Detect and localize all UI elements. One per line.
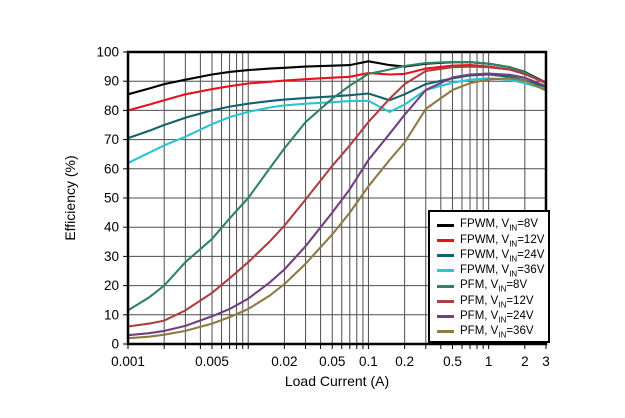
legend-item-pfm-vin-12v: PFM, VIN=12V <box>437 294 546 308</box>
x-tick-label: 3 <box>542 354 550 369</box>
legend-label: PFM, VIN=12V <box>460 294 534 309</box>
x-tick-label: 0.02 <box>271 354 297 369</box>
y-tick-label: 70 <box>104 132 119 147</box>
legend-item-fpwm-vin-12v: FPWM, VIN=12V <box>437 233 546 247</box>
y-tick-label: 50 <box>104 191 119 206</box>
legend-item-fpwm-vin-8v: FPWM, VIN=8V <box>437 218 546 232</box>
legend-item-fpwm-vin-36v: FPWM, VIN=36V <box>437 264 546 278</box>
series-line-pfm-vin-36v <box>126 77 548 340</box>
legend-label: PFM, VIN=36V <box>460 325 534 340</box>
y-tick-label: 20 <box>104 278 119 293</box>
series-line-pfm-vin-8v <box>126 60 548 312</box>
plot-frame <box>126 50 548 346</box>
x-tick-label: 0.1 <box>359 354 378 369</box>
legend-label: FPWM, VIN=12V <box>460 233 545 248</box>
legend-color-dash <box>437 238 454 242</box>
y-tick-label: 60 <box>104 161 119 176</box>
legend-label: FPWM, VIN=24V <box>460 248 545 264</box>
y-tick-label: 80 <box>104 103 119 118</box>
series-line-fpwm-vin-36v <box>126 77 548 165</box>
x-tick-label: 0.001 <box>111 354 145 369</box>
legend-color-dash <box>437 223 454 227</box>
legend-label: FPWM, VIN=36V <box>460 264 545 279</box>
legend-color-dash <box>437 284 454 288</box>
legend-color-dash <box>437 269 454 273</box>
x-tick-label: 0.2 <box>395 354 414 369</box>
legend-label: PFM, VIN=24V <box>460 309 534 325</box>
legend-color-dash <box>437 330 454 334</box>
legend-item-pfm-vin-36v: PFM, VIN=36V <box>437 325 546 339</box>
chart-legend: FPWM, VIN=8V FPWM, VIN=12V FPWM, VIN=24V FP… <box>428 210 550 343</box>
x-tick-label: 0.005 <box>195 354 229 369</box>
y-tick-label: 10 <box>104 307 119 322</box>
legend-item-fpwm-vin-24v: FPWM, VIN=24V <box>437 249 546 263</box>
y-tick-label: 40 <box>104 220 119 235</box>
legend-item-pfm-vin-8v: PFM, VIN=8V <box>437 279 546 293</box>
legend-color-dash <box>437 299 454 303</box>
y-tick-label: 100 <box>96 45 119 60</box>
x-tick-label: 2 <box>521 354 529 369</box>
x-tick-label: 1 <box>485 354 493 369</box>
x-axis-title: Load Current (A) <box>284 373 390 389</box>
legend-color-dash <box>437 254 454 258</box>
legend-label: FPWM, VIN=8V <box>460 218 538 233</box>
x-tick-label: 0.5 <box>443 354 462 369</box>
legend-label: PFM, VIN=8V <box>460 279 528 294</box>
series-line-pfm-vin-24v <box>126 72 548 337</box>
y-axis-title: Efficiency (%) <box>62 155 78 241</box>
x-tick-label: 0.05 <box>319 354 345 369</box>
y-tick-label: 0 <box>111 337 119 352</box>
series-line-pfm-vin-12v <box>126 65 548 328</box>
y-tick-label: 30 <box>104 249 119 264</box>
y-tick-label: 90 <box>104 74 119 89</box>
legend-item-pfm-vin-24v: PFM, VIN=24V <box>437 310 546 324</box>
legend-color-dash <box>437 315 454 319</box>
